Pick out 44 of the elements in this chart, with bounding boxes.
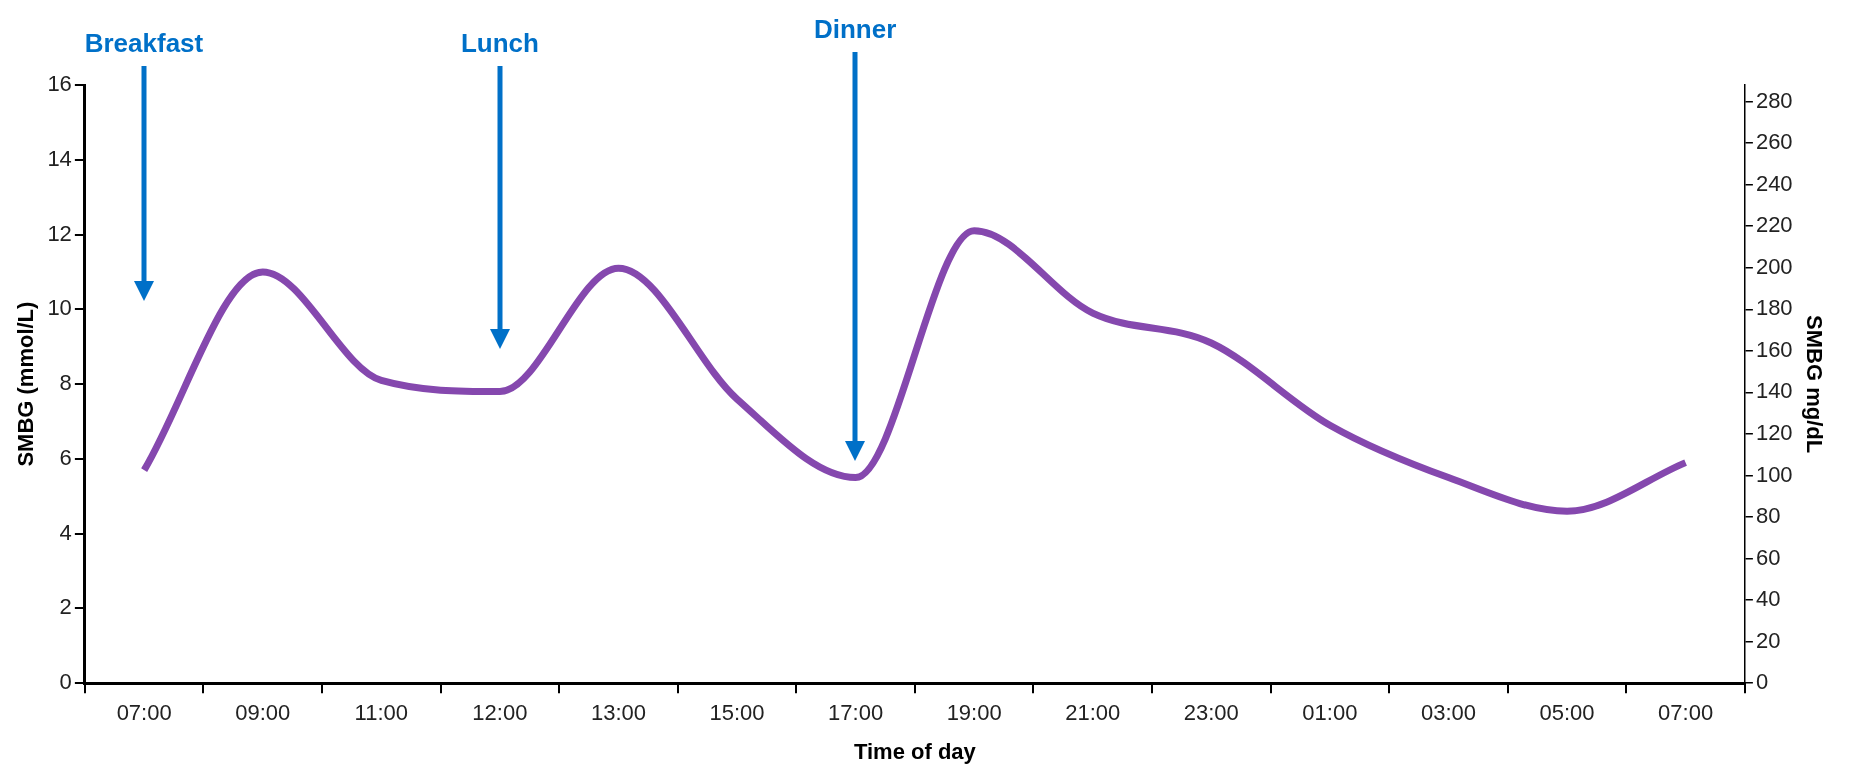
x-tick-label: 13:00 bbox=[590, 700, 646, 726]
x-tick-label: 17:00 bbox=[828, 700, 884, 726]
y2-tick-label: 160 bbox=[1755, 336, 1793, 362]
x-tick-label: 15:00 bbox=[709, 700, 765, 726]
text: Dinner bbox=[813, 14, 897, 45]
y-axis-title: SMBG (mmol/L) bbox=[13, 301, 39, 467]
y2-tick-label: 100 bbox=[1755, 461, 1793, 487]
y2-tick-label: 200 bbox=[1755, 253, 1793, 279]
y2-tick-label: 20 bbox=[1755, 627, 1781, 653]
x-tick-label: 23:00 bbox=[1183, 700, 1239, 726]
x-tick-label: 19:00 bbox=[946, 700, 1002, 726]
y2-tick-label: 140 bbox=[1755, 378, 1793, 404]
x-tick-label: 07:00 bbox=[1658, 700, 1714, 726]
text: Lunch bbox=[460, 28, 539, 59]
y-tick-label: 2 bbox=[59, 594, 72, 620]
x-tick-label: 03:00 bbox=[1420, 700, 1476, 726]
x-tick-label: 12:00 bbox=[472, 700, 528, 726]
y2-tick-label: 240 bbox=[1755, 170, 1793, 196]
text: Breakfast bbox=[84, 28, 204, 59]
x-tick-label: 21:00 bbox=[1065, 700, 1121, 726]
y2-tick-label: 120 bbox=[1755, 420, 1793, 446]
x-tick-label: 01:00 bbox=[1302, 700, 1358, 726]
y2-tick-label: 260 bbox=[1755, 129, 1793, 155]
y-tick-label: 16 bbox=[47, 71, 72, 97]
y2-tick-label: 280 bbox=[1755, 87, 1793, 113]
y2-tick-label: 60 bbox=[1755, 544, 1781, 570]
y-tick-label: 8 bbox=[59, 370, 72, 396]
x-tick-label: 11:00 bbox=[354, 700, 409, 726]
x-tick-label: 07:00 bbox=[116, 700, 172, 726]
y-tick-label: 6 bbox=[59, 444, 72, 470]
x-tick-label: 09:00 bbox=[235, 700, 291, 726]
y-tick-label: 4 bbox=[59, 519, 72, 545]
y2-tick-label: 40 bbox=[1755, 586, 1781, 612]
y2-tick-label: 180 bbox=[1755, 295, 1793, 321]
y2-tick-label: 220 bbox=[1755, 212, 1793, 238]
y-tick-label: 10 bbox=[47, 295, 72, 321]
x-axis-title: Time of day bbox=[853, 738, 977, 764]
y-tick-label: 0 bbox=[59, 669, 72, 695]
y-tick-label: 14 bbox=[47, 145, 72, 171]
y2-tick-label: 0 bbox=[1755, 669, 1769, 695]
y-tick-label: 12 bbox=[47, 220, 72, 246]
y2-axis-title: SMBG mg/dL bbox=[1801, 315, 1827, 454]
x-tick-label: 05:00 bbox=[1539, 700, 1595, 726]
y2-tick-label: 80 bbox=[1755, 503, 1781, 529]
